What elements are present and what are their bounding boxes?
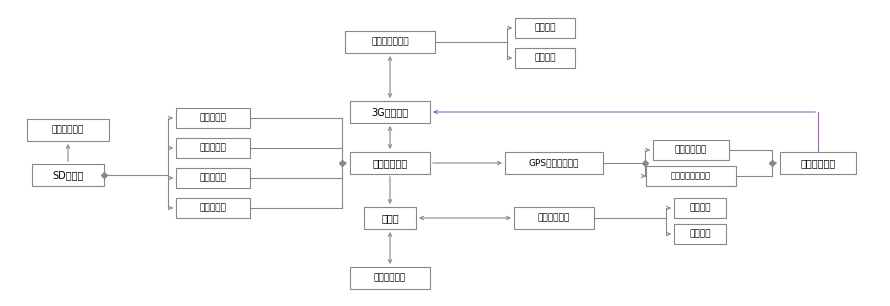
Text: SD卡录像: SD卡录像 xyxy=(53,170,84,180)
Text: 行驶记录模块: 行驶记录模块 xyxy=(675,145,708,155)
Bar xyxy=(176,168,250,188)
Text: 紧急事件联动模块: 紧急事件联动模块 xyxy=(671,171,711,181)
Bar xyxy=(674,224,726,244)
Text: 报警联动模块: 报警联动模块 xyxy=(800,158,836,168)
Bar xyxy=(350,152,430,174)
Bar xyxy=(176,138,250,158)
Text: 主处理服务器: 主处理服务器 xyxy=(372,158,408,168)
Text: 扬声器: 扬声器 xyxy=(381,213,399,223)
Text: 车载摄像头: 车载摄像头 xyxy=(199,144,226,152)
Bar xyxy=(646,166,736,186)
Text: 数据储存模块: 数据储存模块 xyxy=(52,125,85,135)
Text: 车载摄像头: 车载摄像头 xyxy=(199,174,226,182)
Text: 语音对讲模块: 语音对讲模块 xyxy=(538,214,570,222)
Bar xyxy=(364,207,416,229)
Bar xyxy=(32,164,104,186)
Text: 语音回应: 语音回应 xyxy=(689,230,711,238)
Bar xyxy=(514,207,594,229)
Bar xyxy=(176,198,250,218)
Text: 打印模块: 打印模块 xyxy=(534,24,555,32)
Bar xyxy=(350,101,430,123)
Bar xyxy=(515,18,575,38)
Text: 车载摄像头: 车载摄像头 xyxy=(199,114,226,122)
Text: GPS卫星定位模块: GPS卫星定位模块 xyxy=(529,159,579,167)
Text: 监控平台服务器: 监控平台服务器 xyxy=(371,38,409,47)
Bar xyxy=(653,140,729,160)
Bar xyxy=(27,119,109,141)
Bar xyxy=(176,108,250,128)
Bar xyxy=(505,152,603,174)
Text: 备份模块: 备份模块 xyxy=(534,54,555,62)
Bar xyxy=(350,267,430,289)
Bar xyxy=(345,31,435,53)
Bar xyxy=(674,198,726,218)
Bar xyxy=(780,152,856,174)
Text: 语音识别: 语音识别 xyxy=(689,203,711,212)
Text: 车载摄像头: 车载摄像头 xyxy=(199,203,226,212)
Bar xyxy=(515,48,575,68)
Text: 声音识别模块: 声音识别模块 xyxy=(374,274,406,282)
Text: 3G无线网络: 3G无线网络 xyxy=(371,107,409,117)
